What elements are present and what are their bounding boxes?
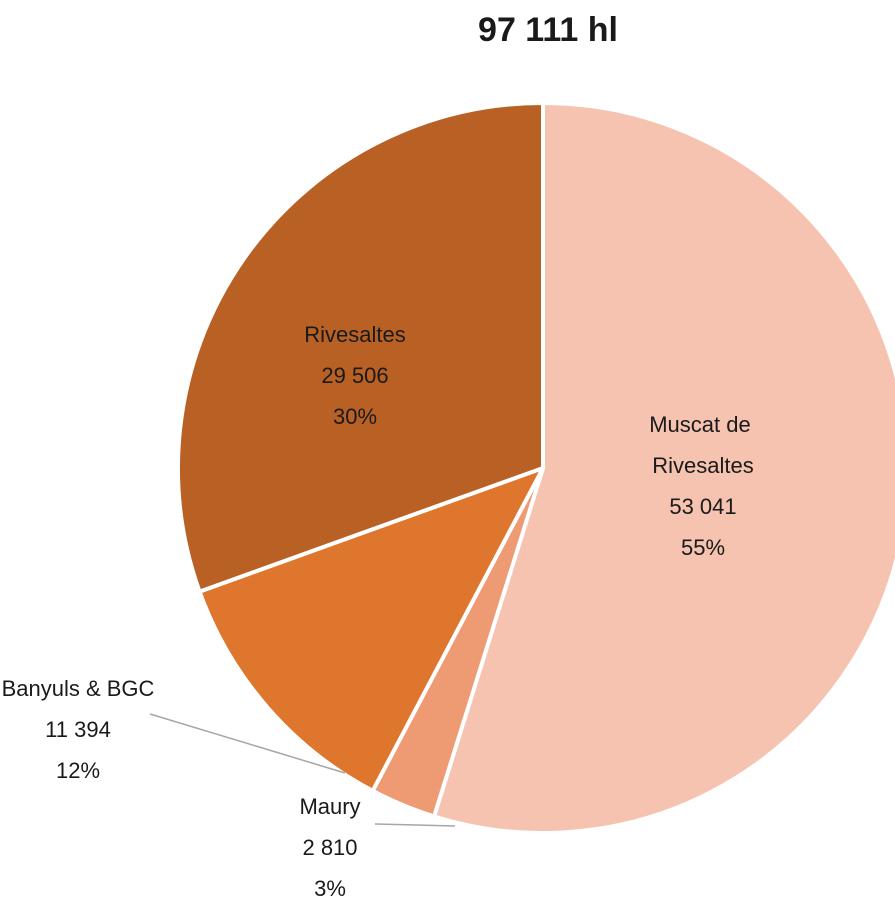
data-label-percent: 3%	[314, 876, 346, 901]
data-label-name: Banyuls & BGC	[2, 676, 155, 701]
data-label-percent: 30%	[333, 404, 377, 429]
data-label-value: 29 506	[321, 363, 388, 388]
data-label-percent: 55%	[681, 535, 725, 560]
data-label-value: 53 041	[669, 494, 736, 519]
pie-slice	[176, 101, 545, 594]
leader-line	[149, 713, 346, 774]
pie-slice	[197, 466, 545, 793]
leader-line	[374, 823, 456, 827]
pie-slice	[432, 101, 895, 835]
data-label-value: 11 394	[45, 717, 111, 742]
data-label-value: 2 810	[302, 835, 357, 860]
data-label-name: Rivesaltes	[304, 322, 405, 347]
chart-title: 97 111 hl	[478, 11, 618, 49]
data-label-name: Maury	[299, 794, 360, 819]
data-label-name: Muscat de Rivesaltes	[649, 412, 757, 478]
data-label-percent: 12%	[56, 758, 100, 783]
